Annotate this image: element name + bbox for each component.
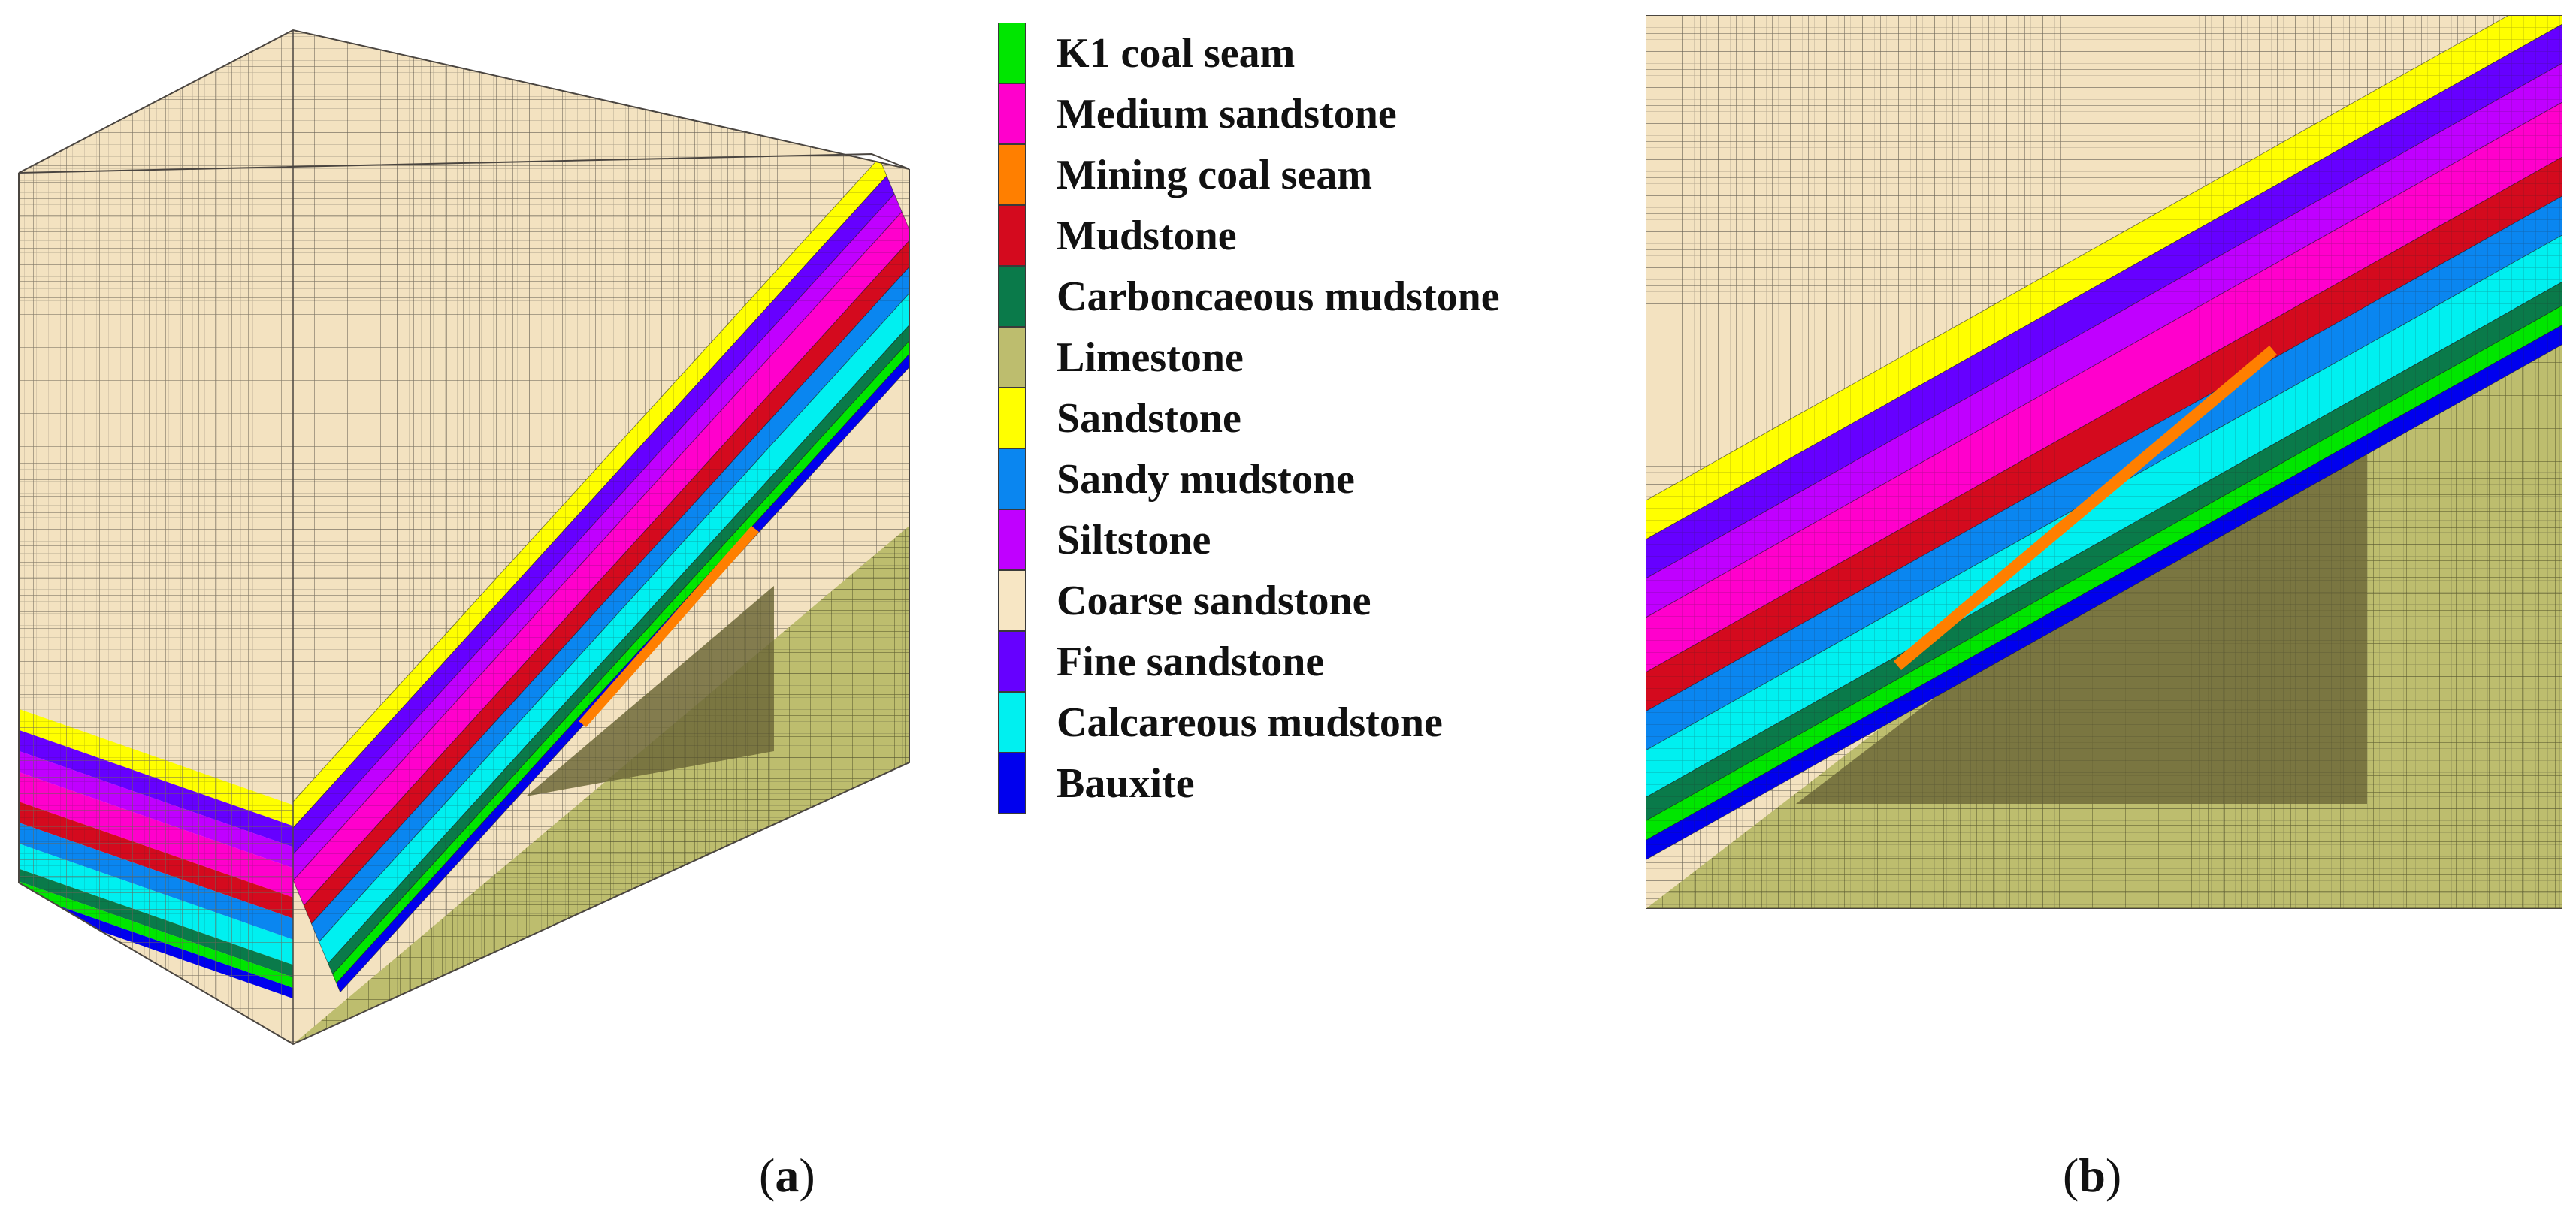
legend-swatch — [998, 144, 1026, 205]
legend-swatch — [998, 327, 1026, 388]
legend-swatch — [998, 509, 1026, 570]
legend-swatch — [998, 83, 1026, 144]
legend-item: Coarse sandstone — [998, 570, 1371, 631]
legend-item: Sandstone — [998, 388, 1241, 448]
legend-item: Medium sandstone — [998, 83, 1397, 144]
legend-label: Mining coal seam — [1057, 151, 1372, 198]
legend-label: Bauxite — [1057, 759, 1195, 807]
legend-label: Medium sandstone — [1057, 90, 1397, 137]
legend-label: Sandy mudstone — [1057, 455, 1355, 503]
legend-label: Fine sandstone — [1057, 638, 1325, 685]
legend-label: Siltstone — [1057, 516, 1211, 563]
legend-label: Sandstone — [1057, 394, 1241, 442]
legend-item: Siltstone — [998, 509, 1211, 570]
legend-swatch — [998, 631, 1026, 692]
legend-label: K1 coal seam — [1057, 29, 1296, 77]
mining-coal-seam — [579, 526, 759, 727]
legend-swatch — [998, 753, 1026, 814]
legend-swatch — [998, 692, 1026, 753]
legend-swatch — [998, 23, 1026, 83]
mining-coal-seam — [1894, 346, 2277, 670]
legend-label: Coarse sandstone — [1057, 577, 1371, 624]
legend-item: Carboncaeous mudstone — [998, 266, 1500, 327]
legend-swatch — [998, 266, 1026, 327]
legend-item: Limestone — [998, 327, 1244, 388]
legend-item: Mining coal seam — [998, 144, 1372, 205]
left-face — [19, 30, 293, 1044]
legend-item: K1 coal seam — [998, 23, 1295, 83]
legend-item: Calcareous mudstone — [998, 692, 1443, 753]
cross-section-view — [1646, 15, 2562, 909]
model-3d-view — [18, 29, 910, 1046]
legend-label: Carboncaeous mudstone — [1057, 273, 1500, 320]
legend-item: Fine sandstone — [998, 631, 1324, 692]
legend-swatch — [998, 570, 1026, 631]
legend-item: Sandy mudstone — [998, 448, 1355, 509]
legend-item: Mudstone — [998, 205, 1237, 266]
legend-label: Limestone — [1057, 334, 1244, 381]
legend-item: Bauxite — [998, 753, 1195, 814]
caption-a: (a) — [759, 1149, 815, 1202]
legend-label: Mudstone — [1057, 212, 1237, 259]
legend-swatch — [998, 448, 1026, 509]
legend-swatch — [998, 388, 1026, 448]
caption-b: (b) — [2063, 1149, 2122, 1202]
legend-label: Calcareous mudstone — [1057, 699, 1443, 746]
legend-swatch — [998, 205, 1026, 266]
